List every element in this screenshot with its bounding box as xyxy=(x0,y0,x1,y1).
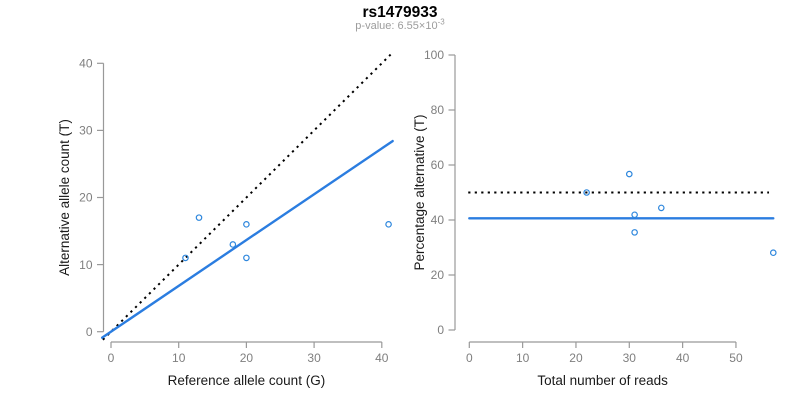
y-tick-label: 100 xyxy=(424,48,444,62)
x-tick-label: 10 xyxy=(172,351,186,365)
data-point xyxy=(583,189,590,196)
x-tick-label: 20 xyxy=(569,351,583,365)
y-tick-label: 10 xyxy=(79,258,93,272)
y-tick-label: 0 xyxy=(86,325,93,339)
x-tick-label: 40 xyxy=(375,351,389,365)
x-tick-label: 10 xyxy=(516,351,530,365)
y-tick-label: 20 xyxy=(79,191,93,205)
identity-diagonal-line xyxy=(102,53,392,341)
y-tick-label: 0 xyxy=(437,323,444,337)
data-point xyxy=(385,221,392,228)
y-axis-title: Alternative allele count (T) xyxy=(57,119,72,276)
data-point xyxy=(195,214,203,221)
y-tick-label: 40 xyxy=(431,213,445,227)
data-point xyxy=(631,229,638,236)
data-point xyxy=(657,204,665,212)
y-tick-label: 80 xyxy=(431,103,445,117)
x-tick-label: 20 xyxy=(240,351,254,365)
y-tick-label: 30 xyxy=(79,124,93,138)
data-point xyxy=(243,254,250,262)
data-point xyxy=(182,254,189,262)
data-point xyxy=(229,241,237,248)
fitted-slope-line xyxy=(100,139,394,339)
p-value-exponent: -3 xyxy=(437,17,445,27)
plot-subtitle: p-value: 6.55×10-3 xyxy=(0,17,800,32)
y-tick-label: 20 xyxy=(431,268,445,282)
x-axis-title: Total number of reads xyxy=(537,373,668,388)
x-tick-label: 40 xyxy=(676,351,690,365)
y-axis-title: Percentage alternative (T) xyxy=(412,114,427,270)
x-tick-label: 0 xyxy=(108,351,115,365)
x-tick-label: 30 xyxy=(623,351,637,365)
allele-counts-plot: 0 10 20 30 40 0 10 20 30 40 Reference allele count… xyxy=(57,53,394,388)
x-axis-title: Reference allele count (G) xyxy=(168,373,326,388)
percentage-reads-plot: 0 20 40 60 80 100 0 10 20 30 40 50 Total number of r… xyxy=(412,48,777,388)
y-tick-label: 40 xyxy=(79,57,93,71)
data-point xyxy=(243,221,250,228)
y-tick-label: 60 xyxy=(431,158,445,172)
x-tick-label: 30 xyxy=(307,351,321,365)
p-value-text: p-value: 6.55×10 xyxy=(355,20,438,32)
x-tick-label: 0 xyxy=(466,351,473,365)
x-tick-label: 50 xyxy=(729,351,743,365)
data-point xyxy=(769,249,777,257)
data-point xyxy=(631,211,638,219)
data-point xyxy=(625,170,633,178)
plot-title: rs1479933 xyxy=(362,4,438,21)
